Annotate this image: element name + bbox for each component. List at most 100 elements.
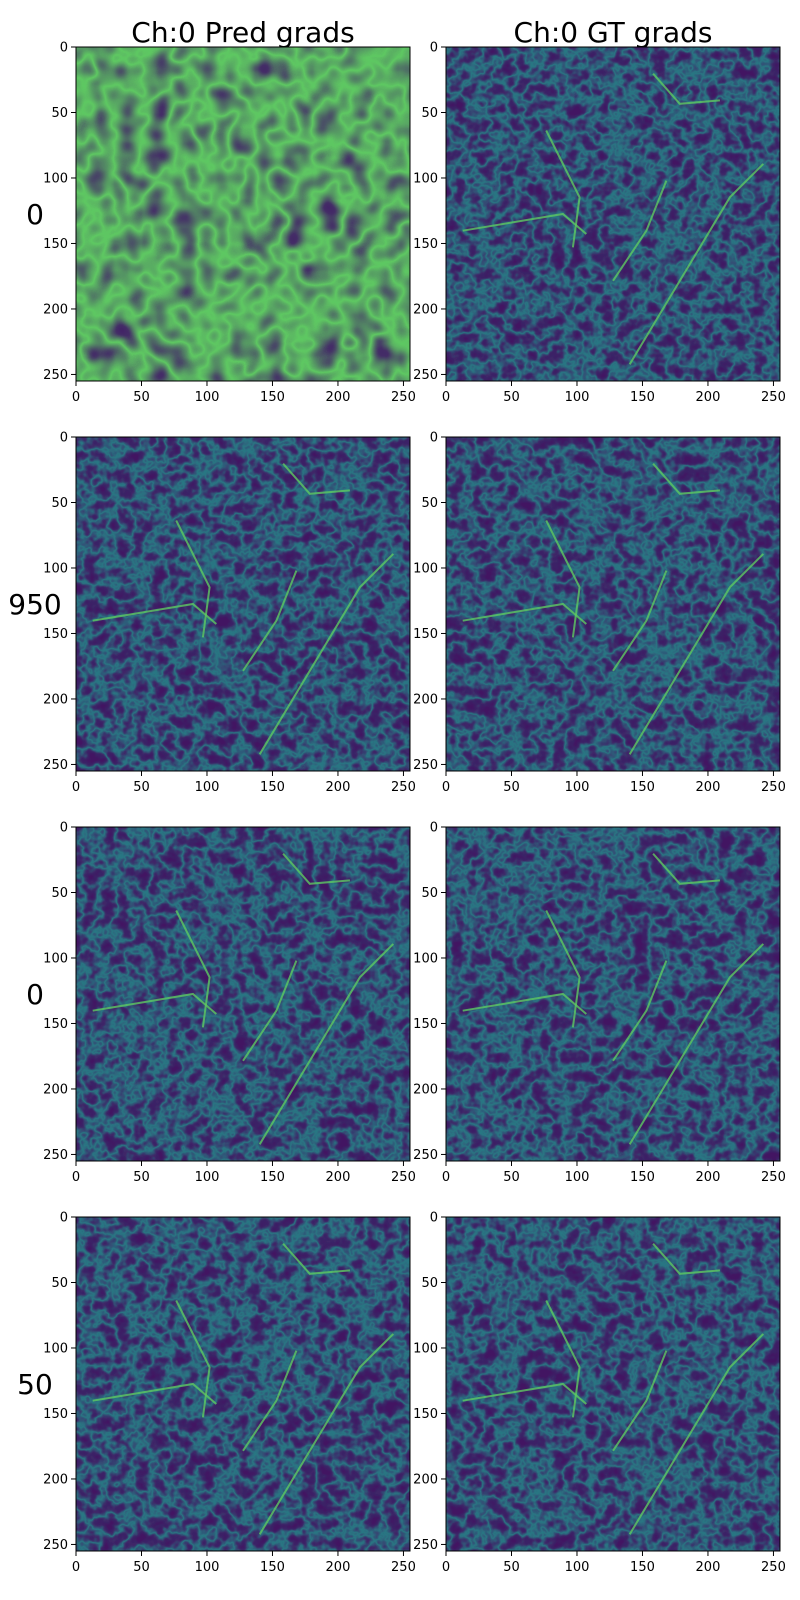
y-tick-label: 100: [413, 951, 438, 966]
y-tick-label: 150: [413, 627, 438, 642]
x-tick-label: 0: [72, 390, 80, 405]
x-tick-label: 150: [260, 390, 285, 405]
x-tick-label: 200: [326, 1170, 351, 1185]
y-tick-label: 200: [43, 692, 68, 707]
y-tick-label: 50: [51, 106, 68, 121]
edge-line: [652, 1243, 720, 1275]
x-tick-label: 0: [72, 780, 80, 795]
edge-line: [628, 943, 765, 1145]
y-tick-label: 200: [43, 302, 68, 317]
edge-line: [258, 553, 395, 755]
y-tick-label: 0: [60, 431, 68, 446]
heatmap-panel: 0 50 100 150 200 250 0 50 100 150 200 250: [413, 821, 786, 1186]
axes-frame: [445, 826, 781, 1162]
edge-line: [612, 960, 668, 1062]
column-title: Ch:0 GT grads: [514, 16, 713, 49]
edge-texture: [446, 437, 780, 771]
x-tick-label: 100: [565, 780, 590, 795]
y-tick-label: 50: [421, 496, 438, 511]
edge-line: [652, 463, 720, 495]
x-tick-label: 100: [565, 390, 590, 405]
edge-line: [652, 853, 720, 885]
edge-line: [258, 1333, 395, 1535]
edge-line: [282, 853, 350, 885]
x-tick-label: 150: [630, 390, 655, 405]
x-tick-label: 250: [391, 780, 416, 795]
y-tick-label: 250: [413, 758, 438, 773]
x-tick-label: 50: [503, 1560, 520, 1575]
column-title: Ch:0 Pred grads: [131, 16, 354, 49]
edge-line: [612, 1350, 668, 1452]
y-tick-label: 0: [430, 821, 438, 836]
x-tick-label: 150: [260, 1560, 285, 1575]
y-tick-label: 250: [413, 1538, 438, 1553]
y-tick-label: 150: [43, 1017, 68, 1032]
edge-line: [175, 520, 211, 638]
y-tick-label: 50: [51, 1276, 68, 1291]
x-tick-label: 50: [503, 780, 520, 795]
heatmap-panel: 0 50 100 150 200 250 0 50 100 150 200 250: [43, 41, 416, 406]
x-tick-label: 50: [133, 780, 150, 795]
y-tick-label: 50: [51, 496, 68, 511]
x-tick-label: 100: [565, 1170, 590, 1185]
edge-line: [545, 1300, 581, 1418]
x-tick-label: 200: [696, 390, 721, 405]
y-tick-label: 50: [421, 106, 438, 121]
edge-line: [175, 1300, 211, 1418]
x-tick-label: 150: [630, 1560, 655, 1575]
edge-line: [282, 463, 350, 495]
edge-line: [545, 520, 581, 638]
row-label: 950: [8, 588, 61, 621]
y-tick-label: 150: [43, 627, 68, 642]
edge-line: [92, 602, 217, 625]
edge-line: [462, 602, 587, 625]
y-tick-label: 200: [413, 302, 438, 317]
x-tick-label: 100: [565, 1560, 590, 1575]
x-tick-label: 250: [761, 1560, 786, 1575]
edge-texture: [76, 1217, 410, 1551]
edge-line: [175, 910, 211, 1028]
edge-line: [628, 1333, 765, 1535]
row-label: 0: [26, 978, 44, 1011]
edge-line: [545, 910, 581, 1028]
row-label: 0: [26, 198, 44, 231]
edge-line: [282, 1243, 350, 1275]
x-tick-label: 150: [630, 1170, 655, 1185]
y-tick-label: 50: [421, 886, 438, 901]
x-tick-label: 100: [195, 780, 220, 795]
axes-frame: [445, 1216, 781, 1552]
edge-line: [612, 570, 668, 672]
edge-line: [242, 570, 298, 672]
y-tick-label: 150: [43, 1407, 68, 1422]
edge-line: [628, 553, 765, 755]
y-tick-label: 150: [413, 1407, 438, 1422]
gradient-texture: [76, 47, 410, 381]
x-tick-label: 200: [696, 1170, 721, 1185]
axes-frame: [75, 436, 411, 772]
axes-frame: [75, 826, 411, 1162]
x-tick-label: 250: [391, 1170, 416, 1185]
y-tick-label: 150: [43, 237, 68, 252]
y-tick-label: 0: [60, 41, 68, 56]
edge-line: [462, 992, 587, 1015]
axes-frame: [445, 46, 781, 382]
x-tick-label: 200: [326, 780, 351, 795]
edge-line: [258, 943, 395, 1145]
edge-line: [242, 1350, 298, 1452]
y-tick-label: 0: [430, 1211, 438, 1226]
x-tick-label: 200: [326, 1560, 351, 1575]
y-tick-label: 200: [413, 1472, 438, 1487]
row-label: 50: [17, 1368, 53, 1401]
edge-texture: [76, 437, 410, 771]
axes-frame: [75, 46, 411, 382]
x-tick-label: 150: [260, 780, 285, 795]
y-tick-label: 250: [43, 1148, 68, 1163]
heatmap-panel: 0 50 100 150 200 250 0 50 100 150 200 250: [413, 41, 786, 406]
x-tick-label: 250: [391, 390, 416, 405]
x-tick-label: 250: [761, 390, 786, 405]
y-tick-label: 100: [43, 171, 68, 186]
edge-line: [92, 1382, 217, 1405]
y-tick-label: 250: [413, 1148, 438, 1163]
x-tick-label: 100: [195, 390, 220, 405]
